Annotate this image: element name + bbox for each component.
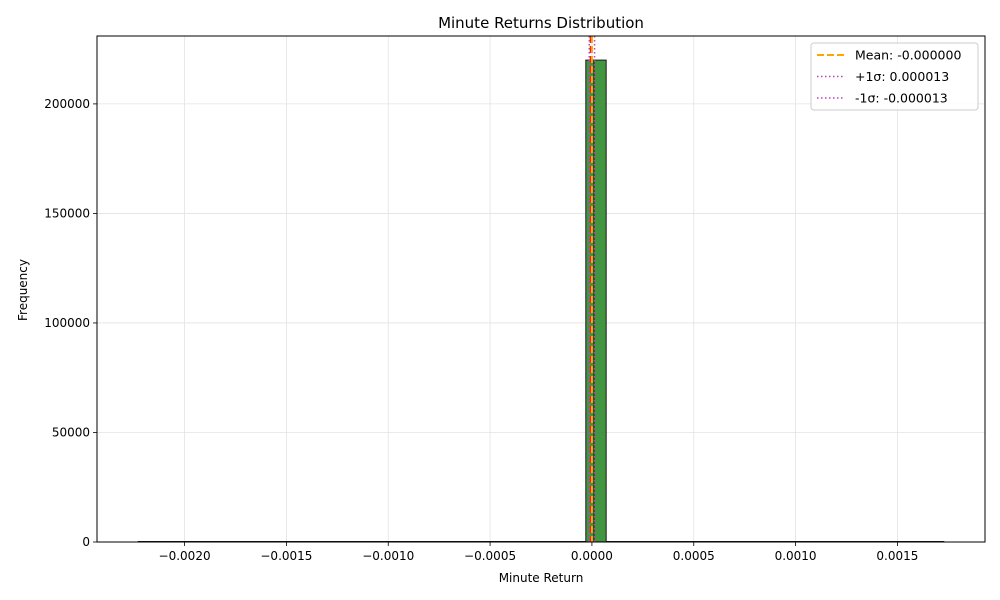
y-tick-label: 150000 bbox=[44, 206, 90, 220]
legend: Mean: -0.000000 +1σ: 0.000013 -1σ: -0.0000… bbox=[810, 42, 979, 111]
x-axis-label: Minute Return bbox=[499, 571, 584, 585]
y-axis-ticks: 0 50000 100000 150000 200000 bbox=[44, 97, 97, 549]
y-tick-label: 200000 bbox=[44, 97, 90, 111]
x-tick-label: 0.0005 bbox=[673, 549, 715, 563]
x-tick-label: 0.0015 bbox=[876, 549, 918, 563]
histogram-bar bbox=[593, 59, 607, 543]
legend-label: +1σ: 0.000013 bbox=[855, 69, 949, 84]
y-tick-label: 0 bbox=[82, 535, 90, 549]
x-tick-label: 0.0000 bbox=[571, 549, 613, 563]
y-tick-label: 100000 bbox=[44, 316, 90, 330]
y-axis-label: Frequency bbox=[16, 259, 30, 321]
legend-label: Mean: -0.000000 bbox=[855, 48, 961, 63]
x-tick-label: −0.0010 bbox=[362, 549, 414, 563]
x-tick-label: −0.0015 bbox=[260, 549, 312, 563]
x-axis-ticks: −0.0020 −0.0015 −0.0010 −0.0005 0.0000 0.0005… bbox=[159, 542, 918, 563]
legend-label: -1σ: -0.000013 bbox=[855, 91, 948, 106]
x-tick-label: −0.0020 bbox=[159, 549, 211, 563]
plot-frame bbox=[96, 35, 986, 543]
legend-box bbox=[810, 42, 979, 111]
chart-title: Minute Returns Distribution bbox=[438, 14, 644, 32]
x-tick-label: 0.0010 bbox=[775, 549, 817, 563]
y-tick-label: 50000 bbox=[52, 425, 90, 439]
x-tick-label: −0.0005 bbox=[464, 549, 516, 563]
reference-lines bbox=[588, 36, 596, 542]
